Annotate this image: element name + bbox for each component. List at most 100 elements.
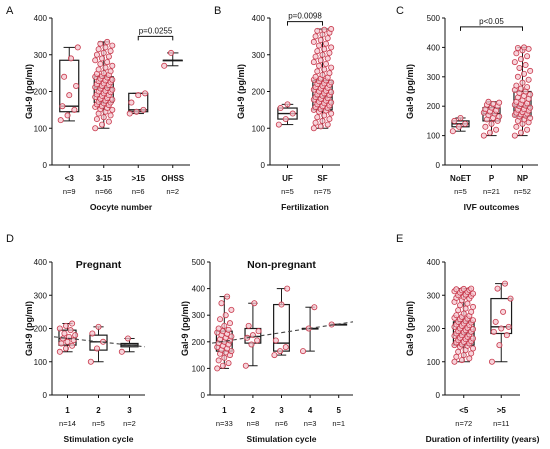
data-point [514, 44, 521, 51]
y-tick-label: 400 [192, 285, 206, 294]
data-point [527, 67, 534, 74]
data-point [462, 305, 469, 312]
data-point [72, 332, 79, 339]
data-point [319, 51, 326, 58]
data-point [328, 110, 335, 117]
sample-size-label: n=2 [123, 419, 136, 428]
data-point [496, 113, 503, 120]
data-point [93, 345, 100, 352]
data-point [498, 325, 505, 332]
data-point [95, 46, 102, 53]
data-point [492, 318, 499, 325]
chart-e-infertility-duration: 0 100 200 300 400 Gal-9 (pg/ml) <5 n=72 >5 n=11 Du… [405, 258, 540, 444]
data-point [284, 285, 291, 292]
data-point [126, 110, 133, 117]
data-point [326, 70, 333, 77]
data-point [92, 125, 99, 132]
y-tick-label: 300 [34, 291, 48, 300]
y-tick-label: 200 [252, 88, 266, 97]
data-point [99, 121, 106, 128]
data-point [513, 50, 520, 57]
data-point [61, 330, 68, 337]
data-point [317, 37, 324, 44]
y-tick-label: 300 [427, 291, 441, 300]
data-point [95, 66, 102, 73]
category-label: <3 [65, 174, 75, 183]
data-point [470, 345, 477, 352]
data-point [328, 79, 335, 86]
y-tick-label: 200 [427, 102, 441, 111]
data-point [328, 99, 335, 106]
data-point [109, 42, 116, 49]
data-point [161, 62, 168, 69]
data-point [255, 328, 262, 335]
y-axis-label: Gal-9 (pg/ml) [24, 301, 34, 356]
data-point [67, 327, 74, 334]
panel-letter-d: D [6, 233, 14, 245]
chart-title: Pregnant [76, 259, 122, 271]
category-label: >15 [131, 174, 145, 183]
panel-letter-b: B [214, 5, 221, 17]
sample-size-label: n=33 [216, 419, 233, 428]
y-tick-label: 400 [427, 258, 441, 267]
data-point [317, 123, 324, 130]
data-point [312, 53, 319, 60]
category-label: NoET [450, 174, 471, 183]
data-point [519, 79, 526, 86]
category-label: 1 [65, 406, 70, 415]
data-point [272, 337, 279, 344]
data-point [490, 328, 497, 335]
data-point [470, 335, 477, 342]
data-point [58, 340, 65, 347]
chart-c-ivf-outcomes: 0 100 200 300 400 500 Gal-9 (pg/ml) NoET n=5 Pn=2… [405, 14, 538, 212]
category-label: 3 [127, 406, 132, 415]
box-iqr [490, 297, 513, 335]
data-point [278, 301, 285, 308]
data-point [460, 285, 467, 292]
data-point [310, 125, 317, 132]
data-point [312, 119, 319, 126]
data-point [221, 354, 228, 361]
data-point [73, 82, 80, 89]
y-tick-label: 100 [34, 124, 48, 133]
data-point [453, 286, 460, 293]
data-point [322, 60, 329, 67]
data-point [470, 317, 477, 324]
data-point [100, 70, 107, 77]
data-point [104, 59, 111, 66]
data-point [503, 332, 510, 339]
data-point [486, 129, 493, 136]
sample-size-label: n=14 [59, 419, 76, 428]
data-point [284, 101, 291, 108]
data-point [140, 106, 147, 113]
data-point [66, 92, 73, 99]
p-value-label: p=0.0255 [139, 26, 173, 35]
data-point [133, 108, 140, 115]
category-label: P [489, 174, 495, 183]
data-point [482, 123, 489, 130]
y-tick-label: 400 [427, 43, 441, 52]
y-axis-label: Gal-9 (pg/ml) [405, 64, 415, 119]
panel-letter-e: E [396, 233, 403, 245]
x-axis-label: Oocyte number [90, 202, 153, 212]
data-point [87, 358, 94, 365]
data-point [455, 123, 462, 130]
category-label: >5 [497, 406, 507, 415]
data-point [470, 290, 477, 297]
data-point [226, 320, 233, 327]
data-point [500, 308, 507, 315]
data-point [254, 337, 261, 344]
data-point [457, 302, 464, 309]
data-point [282, 344, 289, 351]
category-label: <5 [459, 406, 469, 415]
x-axis-label: Stimulation cycle [247, 434, 317, 444]
data-point [107, 68, 114, 75]
category-label: NP [517, 174, 529, 183]
p-value-label: p<0.05 [479, 17, 504, 26]
sample-size-label: n=5 [281, 187, 294, 196]
sample-size-label: n=6 [275, 419, 288, 428]
trend-line [211, 321, 354, 344]
y-tick-label: 0 [436, 391, 441, 400]
sample-size-label: n=5 [454, 187, 467, 196]
data-point [328, 26, 335, 33]
